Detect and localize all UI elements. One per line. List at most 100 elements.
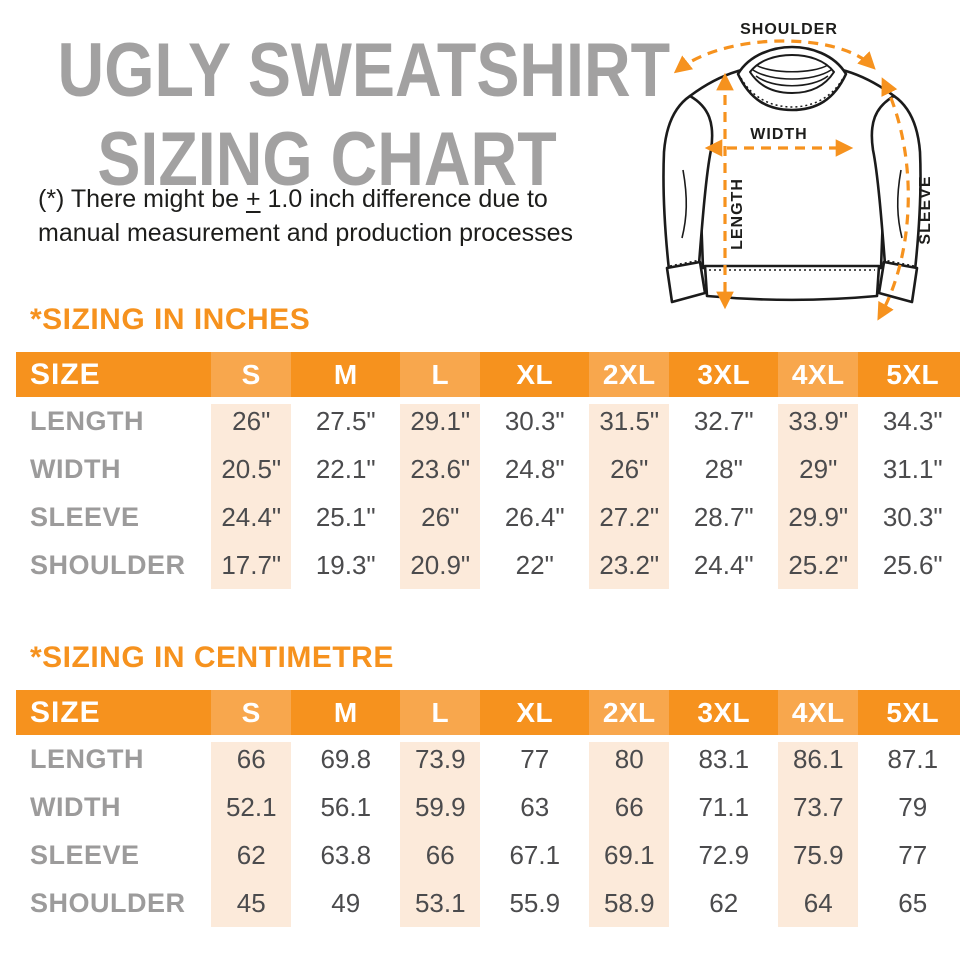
- column-header-3xl: 3XL: [676, 690, 771, 735]
- size-value: 77: [898, 839, 928, 870]
- size-value: 25.1": [315, 501, 376, 532]
- column-header-xl: XL: [487, 352, 582, 397]
- size-value: 63: [520, 791, 550, 822]
- size-value: 55.9: [509, 887, 561, 918]
- note-line-1: (*) There might be + 1.0 inch difference…: [38, 185, 548, 213]
- row-label-length: LENGTH: [30, 405, 144, 436]
- column-header-m: M: [298, 690, 393, 735]
- size-value: 73.7: [771, 783, 866, 831]
- size-value: 69.1: [582, 831, 677, 879]
- row-label-width: WIDTH: [30, 453, 121, 484]
- table-row-shoulder: SHOULDER 45 49 53.1 55.9 58.9 62 64 65: [16, 879, 960, 927]
- table-row-sleeve: SLEEVE 62 63.8 66 67.1 69.1 72.9 75.9 77: [16, 831, 960, 879]
- size-value: 87.1: [887, 743, 939, 774]
- size-value: 58.9: [582, 879, 677, 927]
- sweatshirt-drawing: [662, 45, 922, 304]
- size-value: 29.1": [393, 397, 488, 445]
- size-value: 75.9: [771, 831, 866, 879]
- row-label-shoulder: SHOULDER: [30, 887, 186, 918]
- sweatshirt-hem: [703, 264, 881, 302]
- column-header-2xl: 2XL: [582, 690, 677, 735]
- size-value: 20.5": [204, 445, 299, 493]
- sweatshirt-diagram: SHOULDER WIDTH LENGTH SLEEVE: [662, 21, 934, 321]
- title-line-2: SIZING CHART: [97, 117, 557, 202]
- size-value: 77: [520, 743, 550, 774]
- size-value: 59.9: [393, 783, 488, 831]
- size-value: 28.7": [693, 501, 754, 532]
- size-value: 28": [704, 453, 743, 484]
- size-value: 49: [331, 887, 361, 918]
- size-value: 32.7": [693, 405, 754, 436]
- plus-minus-symbol: +: [245, 185, 261, 213]
- diagram-label-length: LENGTH: [729, 178, 746, 250]
- size-value: 22.1": [315, 453, 376, 484]
- size-value: 23.2": [582, 541, 677, 589]
- size-value: 22": [515, 549, 554, 580]
- size-value: 26": [204, 397, 299, 445]
- size-value: 31.1": [882, 453, 943, 484]
- table-row-width: WIDTH 52.1 56.1 59.9 63 66 71.1 73.7 79: [16, 783, 960, 831]
- sizing-table-inches: SIZE S M L XL 2XL 3XL 4XL 5XL LENGTH 26" 27.5" 29.1"…: [16, 352, 960, 589]
- column-header-xl: XL: [487, 690, 582, 735]
- size-value: 20.9": [393, 541, 488, 589]
- column-header-4xl: 4XL: [771, 352, 866, 397]
- table-row-length: LENGTH 66 69.8 73.9 77 80 83.1 86.1 87.1: [16, 735, 960, 783]
- table-row-length: LENGTH 26" 27.5" 29.1" 30.3" 31.5" 32.7" 33.9" 3…: [16, 397, 960, 445]
- column-header-size: SIZE: [16, 690, 204, 735]
- column-header-2xl: 2XL: [582, 352, 677, 397]
- sleeve-arrow: [877, 77, 910, 321]
- column-header-l: L: [393, 352, 488, 397]
- size-value: 27.2": [582, 493, 677, 541]
- measurement-arrows: [673, 39, 910, 321]
- size-value: 27.5": [315, 405, 376, 436]
- size-value: 45: [204, 879, 299, 927]
- column-header-5xl: 5XL: [865, 690, 960, 735]
- size-value: 65: [898, 887, 928, 918]
- size-value: 26": [582, 445, 677, 493]
- title-line-1: UGLY SWEATSHIRT: [57, 28, 671, 113]
- column-header-s: S: [204, 690, 299, 735]
- size-value: 29.9": [771, 493, 866, 541]
- size-value: 73.9: [393, 735, 488, 783]
- size-value: 26.4": [504, 501, 565, 532]
- column-header-3xl: 3XL: [676, 352, 771, 397]
- size-value: 23.6": [393, 445, 488, 493]
- size-value: 17.7": [204, 541, 299, 589]
- sizing-table-centimetre: SIZE S M L XL 2XL 3XL 4XL 5XL LENGTH 66 69.8 73.9 77 8…: [16, 690, 960, 927]
- size-value: 25.6": [882, 549, 943, 580]
- size-value: 66: [582, 783, 677, 831]
- table-row-shoulder: SHOULDER 17.7" 19.3" 20.9" 22" 23.2" 24.4" 25.2…: [16, 541, 960, 589]
- column-header-4xl: 4XL: [771, 690, 866, 735]
- size-value: 29": [771, 445, 866, 493]
- size-value: 52.1: [204, 783, 299, 831]
- column-header-size: SIZE: [16, 352, 204, 397]
- size-value: 62: [709, 887, 739, 918]
- size-value: 53.1: [393, 879, 488, 927]
- page-title: UGLY SWEATSHIRT SIZING CHART: [57, 26, 671, 204]
- size-value: 80: [582, 735, 677, 783]
- size-value: 69.8: [320, 743, 372, 774]
- size-value: 64: [771, 879, 866, 927]
- size-value: 62: [204, 831, 299, 879]
- size-value: 26": [393, 493, 488, 541]
- table-row-width: WIDTH 20.5" 22.1" 23.6" 24.8" 26" 28" 29" 31.1": [16, 445, 960, 493]
- column-header-5xl: 5XL: [865, 352, 960, 397]
- size-value: 30.3": [504, 405, 565, 436]
- size-value: 34.3": [882, 405, 943, 436]
- size-value: 67.1: [509, 839, 561, 870]
- size-value: 31.5": [582, 397, 677, 445]
- size-value: 19.3": [315, 549, 376, 580]
- table-row-sleeve: SLEEVE 24.4" 25.1" 26" 26.4" 27.2" 28.7" 29.9" 3…: [16, 493, 960, 541]
- size-value: 66: [393, 831, 488, 879]
- note-line-2: manual measurement and production proces…: [38, 219, 574, 247]
- column-header-l: L: [393, 690, 488, 735]
- size-value: 66: [204, 735, 299, 783]
- measurement-note: (*) There might be + 1.0 inch difference…: [38, 182, 638, 250]
- row-label-shoulder: SHOULDER: [30, 549, 186, 580]
- sweatshirt-left-cuff: [665, 260, 707, 304]
- section-heading-centimetre: *SIZING IN CENTIMETRE: [30, 641, 394, 674]
- size-value: 71.1: [698, 791, 750, 822]
- row-label-sleeve: SLEEVE: [30, 501, 140, 532]
- column-header-s: S: [204, 352, 299, 397]
